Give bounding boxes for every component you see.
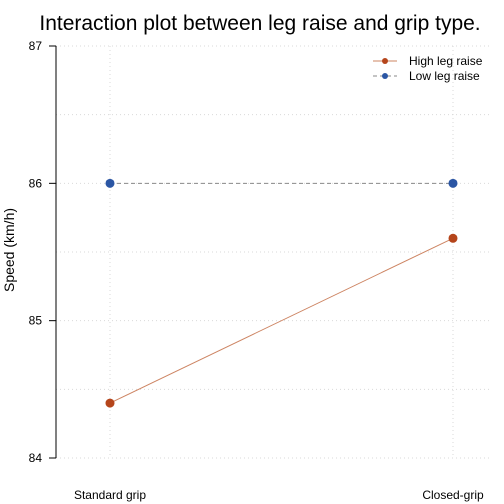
data-point (105, 178, 115, 188)
y-tick-label: 86 (29, 176, 43, 190)
data-point (448, 233, 458, 243)
y-tick-label: 85 (29, 314, 43, 328)
data-point (105, 398, 115, 408)
y-axis: 84 85 86 87 (29, 39, 57, 465)
legend-label: Low leg raise (409, 69, 480, 83)
y-tick-label: 87 (29, 39, 43, 53)
y-axis-label: Speed (km/h) (1, 208, 17, 292)
legend-marker (382, 73, 388, 79)
chart-title: Interaction plot between leg raise and g… (39, 12, 480, 35)
series-line (109, 237, 454, 404)
data-points (105, 178, 458, 408)
x-tick-label: Standard grip (74, 488, 146, 502)
legend-label: High leg raise (409, 54, 483, 68)
legend-marker (382, 58, 388, 64)
data-point (448, 178, 458, 188)
x-axis-ticks: Standard grip Closed-grip (74, 488, 484, 502)
y-tick-label: 84 (29, 451, 43, 465)
series-lines (109, 182, 454, 404)
x-tick-label: Closed-grip (422, 488, 484, 502)
